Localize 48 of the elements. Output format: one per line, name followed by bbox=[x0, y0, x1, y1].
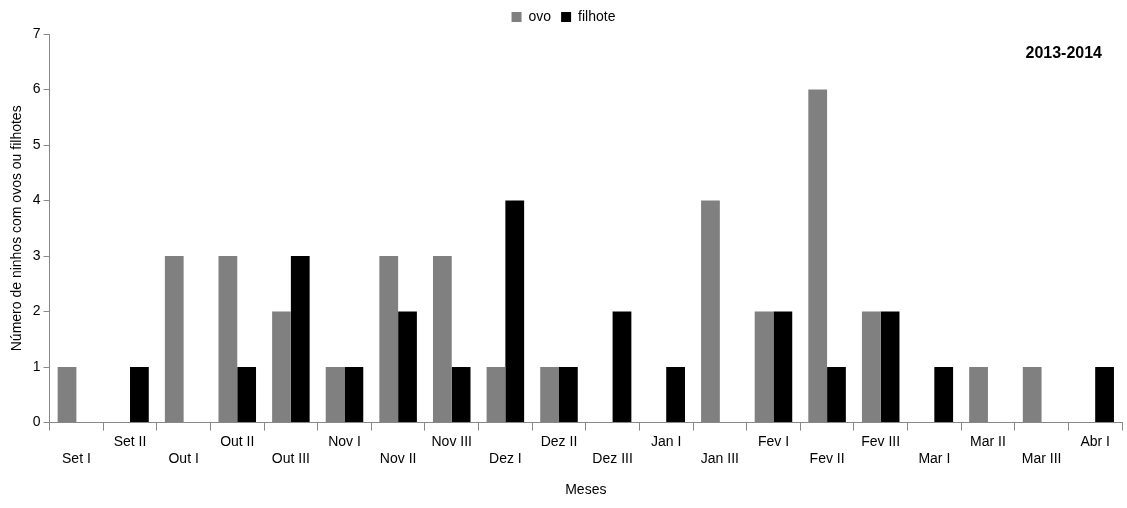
bar bbox=[398, 311, 417, 423]
x-tick-label: Out I bbox=[168, 449, 199, 466]
annotation: 2013-2014 bbox=[1025, 44, 1103, 62]
x-tick-label: Fev II bbox=[809, 449, 845, 466]
y-tick-label: 6 bbox=[32, 80, 41, 97]
x-tick-label: Abr I bbox=[1080, 432, 1110, 449]
x-tick-label: Nov I bbox=[328, 432, 361, 449]
bar bbox=[612, 311, 632, 423]
x-axis-title: Meses bbox=[565, 481, 607, 498]
y-axis-title: Número de ninhos com ovos ou filhotes bbox=[8, 105, 25, 352]
bar bbox=[505, 200, 525, 423]
x-tick-label: Mar III bbox=[1021, 449, 1062, 466]
x-tick-label: Dez III bbox=[592, 449, 633, 466]
x-tick-label: Mar I bbox=[918, 449, 951, 466]
y-tick-label: 0 bbox=[32, 413, 41, 430]
bar bbox=[290, 256, 310, 423]
x-tick-label: Jan III bbox=[700, 449, 739, 466]
x-tick-label: Set II bbox=[113, 432, 147, 449]
bar bbox=[773, 311, 793, 423]
bar bbox=[827, 367, 846, 423]
bar bbox=[558, 367, 578, 423]
bar bbox=[934, 367, 954, 423]
bar bbox=[666, 367, 685, 423]
x-tick-label: Set I bbox=[62, 449, 91, 466]
bar bbox=[344, 367, 364, 423]
x-tick-label: Out II bbox=[220, 432, 255, 449]
bar bbox=[1095, 367, 1114, 423]
x-tick-label: Nov II bbox=[379, 449, 417, 466]
x-tick-label: Fev I bbox=[757, 432, 790, 449]
x-tick-label: Dez I bbox=[489, 449, 522, 466]
x-tick-label: Jan I bbox=[651, 432, 682, 449]
y-tick-label: 1 bbox=[32, 357, 41, 374]
y-tick-label: 4 bbox=[32, 191, 41, 208]
bar bbox=[237, 367, 257, 423]
x-tick-label: Fev III bbox=[861, 432, 901, 449]
y-tick-label: 7 bbox=[32, 24, 41, 41]
y-tick-label: 5 bbox=[32, 135, 41, 152]
bar bbox=[130, 367, 149, 423]
bar bbox=[451, 367, 471, 423]
y-tick-label: 3 bbox=[32, 246, 41, 263]
legend-label: filhote bbox=[578, 7, 616, 24]
x-tick-label: Nov III bbox=[431, 432, 472, 449]
y-tick-label: 2 bbox=[32, 302, 41, 319]
legend-label: ovo bbox=[528, 7, 552, 24]
x-tick-label: Dez II bbox=[540, 432, 578, 449]
x-tick-label: Out III bbox=[271, 449, 310, 466]
x-tick-label: Mar II bbox=[970, 432, 1006, 449]
bar bbox=[880, 311, 900, 423]
